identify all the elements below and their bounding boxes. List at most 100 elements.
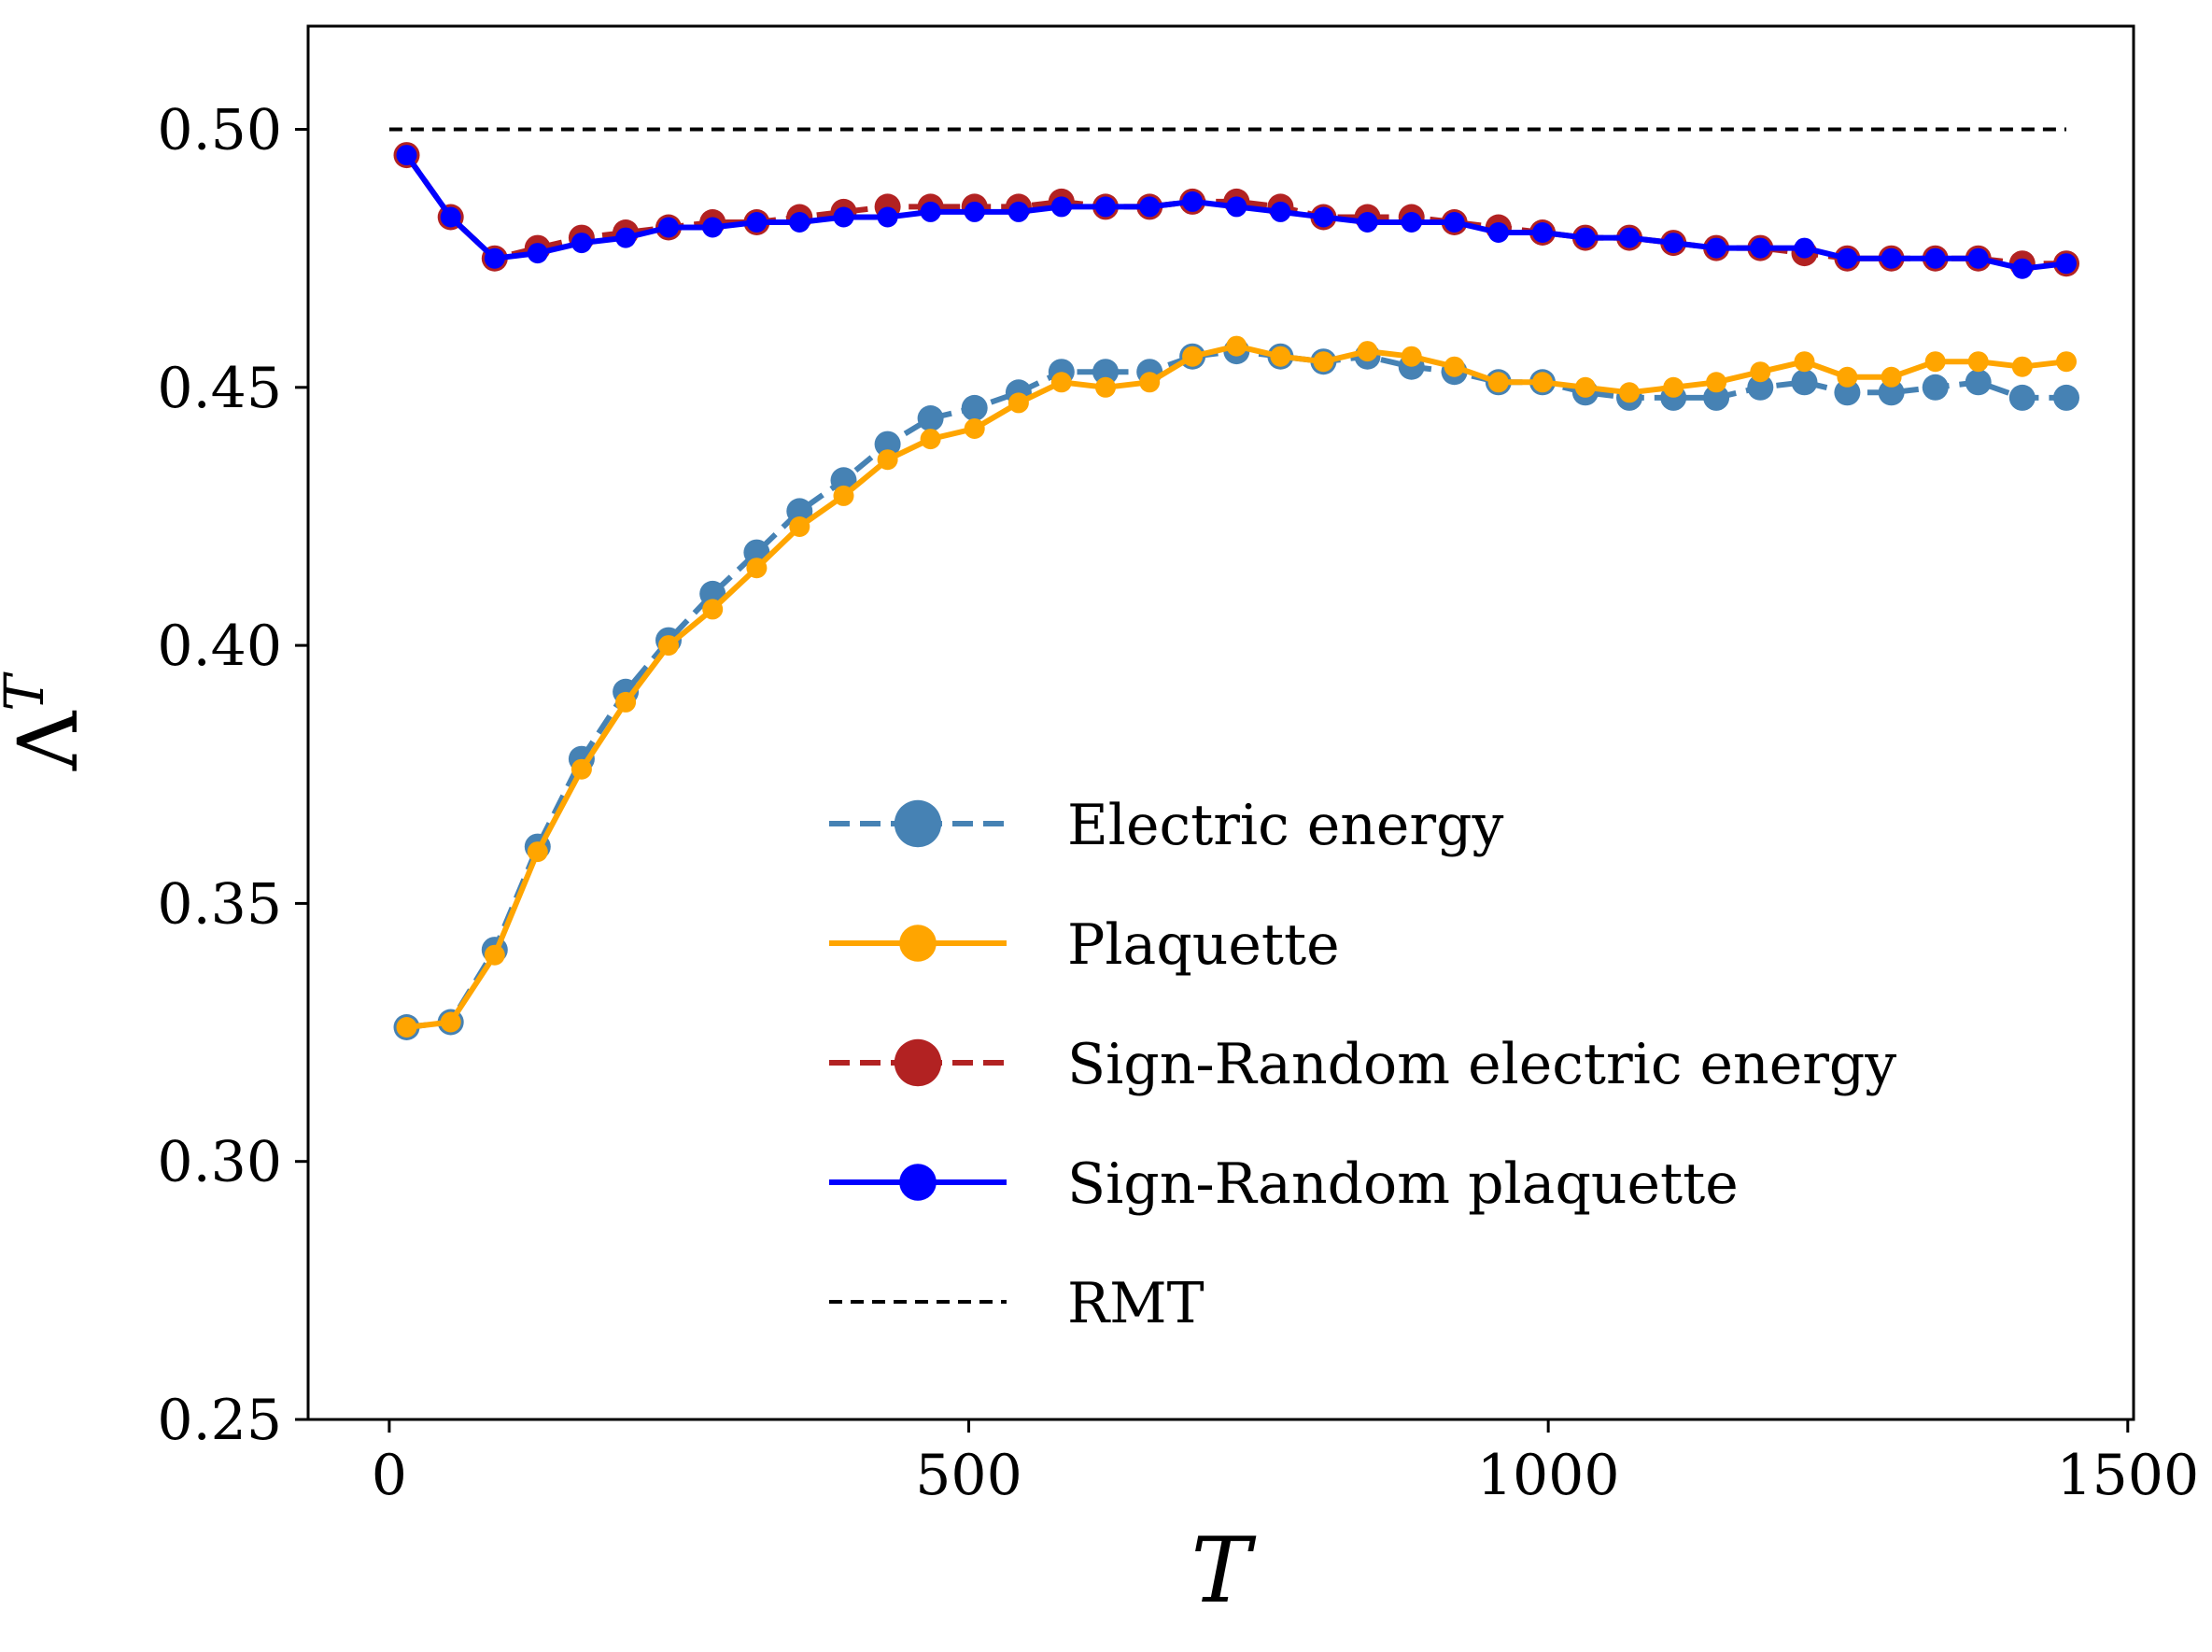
data-point (1050, 372, 1072, 393)
data-point (917, 405, 944, 431)
data-point (484, 247, 505, 269)
legend-label: Plaquette (1067, 912, 1340, 978)
data-point (1226, 196, 1247, 218)
data-point (2056, 253, 2077, 275)
data-point (1139, 372, 1161, 393)
y-tick-label: 0.35 (157, 871, 282, 937)
plot-area (388, 127, 2079, 1040)
data-point (702, 217, 724, 238)
legend-label: Electric energy (1067, 793, 1504, 858)
data-point (961, 394, 988, 421)
data-point (1444, 212, 1465, 233)
series-plaquette (396, 335, 2077, 1038)
data-point (1619, 382, 1640, 403)
data-point (1965, 369, 1992, 396)
data-point (658, 217, 679, 238)
data-point (746, 558, 768, 579)
data-point (1226, 335, 1247, 357)
y-tick-label: 0.25 (157, 1388, 282, 1453)
data-point (2053, 384, 2079, 411)
legend-item-plaquette: Plaquette (829, 912, 1340, 978)
data-point (1703, 384, 1730, 411)
data-point (527, 841, 548, 863)
data-point (1139, 196, 1161, 218)
data-point (1270, 346, 1291, 367)
data-point (527, 243, 548, 264)
data-point (1095, 196, 1116, 218)
legend-item-sign-random-electric-energy: Sign-Random electric energy (829, 1032, 1896, 1097)
data-point (1922, 374, 1949, 401)
data-point (615, 227, 637, 248)
data-point (1574, 227, 1596, 248)
data-point (746, 212, 768, 233)
data-point (1967, 351, 1989, 373)
data-point (1092, 359, 1119, 386)
data-point (396, 1017, 417, 1038)
data-point (789, 516, 810, 537)
data-point (484, 944, 505, 966)
data-point (1837, 247, 1858, 269)
data-point (396, 145, 417, 166)
data-point (786, 498, 813, 525)
data-point (1050, 196, 1072, 218)
data-point (920, 429, 941, 450)
data-point (874, 431, 901, 458)
data-point (615, 691, 637, 713)
data-point (1791, 369, 1818, 396)
data-point (1837, 366, 1858, 388)
data-point (1357, 341, 1378, 362)
y-tick-label: 0.45 (157, 356, 282, 421)
data-point (1967, 247, 1989, 269)
data-point (1095, 376, 1116, 398)
data-point (920, 201, 941, 222)
data-point (1532, 372, 1553, 393)
y-axis-label-superscript: T (0, 671, 56, 712)
data-point (1007, 201, 1029, 222)
data-point (2011, 258, 2033, 279)
data-point (877, 449, 898, 471)
data-point (440, 206, 461, 228)
data-point (1357, 212, 1378, 233)
axes: 0 500 1000 1500 0.25 0.30 0.35 0.40 0.45 0.50 (157, 98, 2199, 1508)
x-axis-label: T (1191, 1518, 1256, 1623)
data-point (833, 485, 854, 506)
data-point (1750, 361, 1771, 383)
y-axis-label: ΛT (0, 671, 96, 772)
data-point (1313, 351, 1334, 373)
data-point (1182, 346, 1204, 367)
data-point (1532, 222, 1553, 243)
y-axis-label-main: Λ (0, 710, 96, 771)
legend: Electric energy Plaquette Sign-Random elec… (829, 793, 1896, 1336)
data-point (1487, 372, 1509, 393)
legend-item-sign-random-plaquette: Sign-Random plaquette (829, 1151, 1739, 1217)
x-tick-label: 500 (915, 1443, 1022, 1508)
data-point (571, 758, 592, 780)
legend-label: Sign-Random electric energy (1067, 1032, 1896, 1097)
data-point (1747, 374, 1774, 401)
data-point (1881, 366, 1902, 388)
data-point (1663, 233, 1684, 254)
data-point (2008, 384, 2036, 411)
data-point (877, 206, 898, 228)
data-point (1182, 191, 1204, 212)
legend-item-electric-energy: Electric energy (829, 793, 1504, 858)
data-point (440, 1011, 461, 1033)
data-point (1878, 379, 1905, 406)
data-point (1007, 392, 1029, 414)
data-point (571, 233, 592, 254)
legend-label: RMT (1067, 1271, 1205, 1336)
data-point (964, 418, 985, 439)
data-point (1401, 346, 1422, 367)
plot-frame (306, 24, 2135, 1421)
data-point (1924, 351, 1946, 373)
data-point (1881, 247, 1902, 269)
y-tick-label: 0.40 (157, 614, 282, 679)
data-point (1487, 222, 1509, 243)
data-point (2056, 351, 2077, 373)
y-tick-label: 0.30 (157, 1130, 282, 1195)
data-point (1706, 372, 1727, 393)
data-point (1834, 379, 1861, 406)
legend-swatch-marker (894, 1038, 942, 1087)
data-point (1663, 376, 1684, 398)
